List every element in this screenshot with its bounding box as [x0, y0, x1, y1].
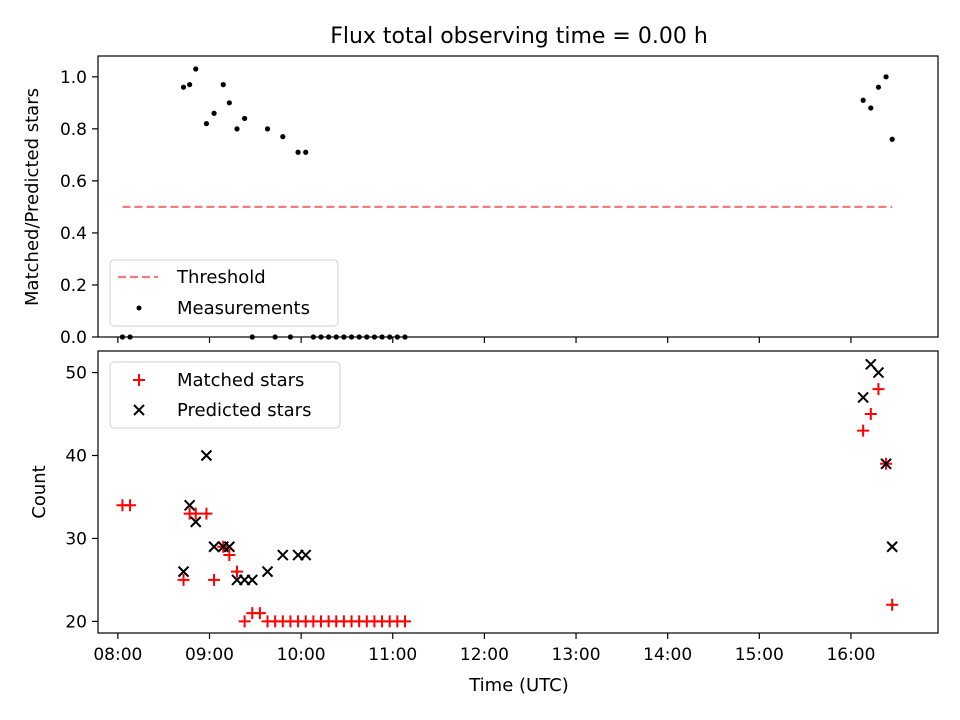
ratio-y-tick-label: 0.2 [60, 276, 87, 296]
x-tick-label: 08:00 [93, 645, 142, 665]
ratio-y-tick-label: 0.8 [60, 120, 87, 140]
measurement-point [187, 82, 193, 88]
measurement-point [211, 110, 217, 116]
count-plot-marks [116, 358, 899, 628]
x-axis-label: Time (UTC) [468, 675, 569, 696]
matched-stars-point [189, 507, 202, 520]
ratio-y-axis-label: Matched/Predicted stars [22, 88, 43, 306]
matched-stars-point [238, 615, 251, 628]
count-axes: 20 30 40 50 08:00 09:00 10:00 11:00 12:00 13:00 14… [65, 364, 875, 665]
matched-stars-point [200, 507, 213, 520]
measurement-point [868, 105, 874, 111]
x-tick-label: 09:00 [185, 645, 234, 665]
matched-stars-point [253, 607, 266, 620]
matched-stars-point [864, 408, 877, 421]
predicted-stars-point [223, 541, 236, 553]
matched-stars-point [124, 499, 137, 512]
predicted-stars-point [200, 449, 213, 462]
legend-measurements-label: Measurements [177, 298, 310, 319]
chart-title: Flux total observing time = 0.00 h [330, 24, 708, 49]
count-legend: Matched stars Predicted stars [109, 361, 341, 429]
measurement-point [203, 121, 210, 127]
measurement-point [303, 149, 309, 155]
legend-measurements-symbol [136, 305, 142, 311]
count-y-tick-label: 30 [65, 529, 87, 549]
ratio-legend: Threshold Measurements [109, 259, 339, 327]
predicted-stars-point [183, 499, 196, 511]
predicted-stars-point [300, 549, 312, 561]
count-y-axis-label: Count [29, 465, 50, 518]
predicted-stars-point [208, 541, 220, 553]
predicted-stars-point [872, 366, 885, 379]
legend-matched-symbol [133, 374, 145, 386]
predicted-stars-point [277, 549, 289, 561]
measurement-point [889, 136, 895, 142]
ratio-axes: 0.0 0.2 0.4 0.6 0.8 1.0 [60, 68, 852, 348]
measurement-point [860, 97, 866, 103]
x-tick-label: 13:00 [552, 645, 601, 665]
ratio-panel: 0.0 0.2 0.4 0.6 0.8 1.0 Matched/Predicted sta… [22, 55, 939, 348]
predicted-stars-point [880, 458, 892, 470]
ratio-y-tick-label: 0.6 [60, 172, 87, 192]
legend-predicted-symbol [133, 404, 145, 416]
measurement-point [264, 126, 271, 132]
measurement-point [875, 84, 882, 90]
x-tick-label: 16:00 [826, 645, 875, 665]
count-panel: 20 30 40 50 08:00 09:00 10:00 11:00 12:00 13:00 14… [29, 350, 939, 696]
matched-stars-point [872, 383, 885, 396]
measurement-point [234, 126, 240, 132]
measurement-point [295, 149, 301, 155]
ratio-y-tick-label: 0.0 [60, 328, 87, 348]
predicted-stars-point [246, 574, 258, 586]
x-tick-label: 14:00 [643, 645, 692, 665]
count-y-tick-label: 40 [65, 447, 87, 467]
matched-stars-point [177, 573, 190, 586]
measurement-point [193, 66, 199, 72]
legend-matched-label: Matched stars [177, 370, 304, 391]
ratio-y-tick-label: 0.4 [60, 224, 87, 244]
matched-stars-point [230, 565, 243, 578]
predicted-stars-point [190, 516, 202, 528]
matched-stars-point [857, 424, 870, 437]
predicted-stars-point [857, 391, 869, 404]
count-y-tick-label: 50 [65, 364, 87, 384]
measurement-point [220, 82, 226, 88]
predicted-stars-point [886, 541, 898, 553]
x-tick-label: 12:00 [460, 645, 509, 665]
legend-threshold-label: Threshold [176, 267, 266, 288]
legend-predicted-label: Predicted stars [177, 400, 311, 421]
count-plot-frame [97, 350, 939, 634]
ratio-y-tick-label: 1.0 [60, 68, 87, 88]
measurement-point [226, 100, 232, 106]
ratio-legend-box [109, 259, 339, 327]
matched-stars-point [208, 573, 221, 586]
count-legend-box [109, 361, 341, 429]
x-tick-label: 15:00 [735, 645, 784, 665]
measurement-point [280, 134, 286, 140]
measurement-point [883, 74, 889, 80]
x-tick-label: 11:00 [368, 645, 417, 665]
matched-stars-point [886, 598, 899, 611]
measurement-point [180, 84, 187, 90]
count-y-tick-label: 20 [65, 612, 87, 632]
matched-stars-point [223, 549, 236, 562]
measurement-point [242, 115, 248, 122]
matched-stars-point [398, 615, 411, 628]
predicted-stars-point [261, 565, 274, 578]
x-tick-label: 10:00 [277, 645, 326, 665]
predicted-stars-point [177, 565, 190, 578]
ratio-plot-frame [97, 55, 939, 338]
